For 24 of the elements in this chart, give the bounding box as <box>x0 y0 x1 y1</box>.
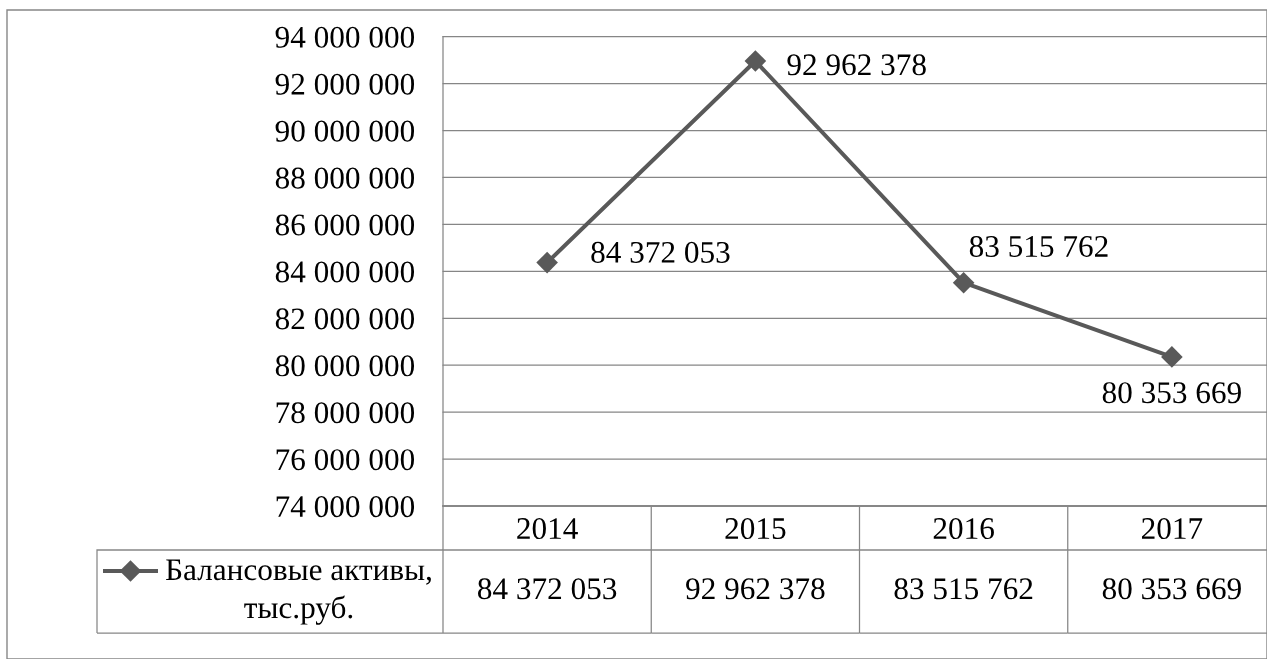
text: 92 962 378 <box>787 54 926 76</box>
y-tick-label: 80 000 000 <box>275 355 415 377</box>
data-label: 92 962 378 <box>686 578 825 600</box>
x-tick-label: 2017 <box>1142 518 1203 540</box>
legend-label: Балансовые активы, тыс.руб. <box>166 559 431 625</box>
y-tick-label: 84 000 000 <box>275 261 415 283</box>
y-tick-label: 82 000 000 <box>275 308 415 330</box>
data-label: 84 372 053 <box>478 578 617 600</box>
y-tick-label: 88 000 000 <box>275 167 415 189</box>
y-tick-label: 86 000 000 <box>275 214 415 236</box>
text: 83 515 762 <box>969 235 1108 258</box>
y-tick-label: 94 000 000 <box>275 26 415 48</box>
y-tick-label: 76 000 000 <box>276 449 415 471</box>
text: 80 353 669 <box>1102 382 1241 404</box>
text: 84 372 053 <box>591 241 730 263</box>
x-tick-label: 2016 <box>933 518 994 540</box>
y-tick-label: 74 000 000 <box>276 496 415 518</box>
y-tick-label: 92 000 000 <box>275 73 415 95</box>
y-tick-label: 78 000 000 <box>276 402 415 424</box>
data-label: 83 515 762 <box>894 578 1033 600</box>
data-label: 80 353 669 <box>1102 578 1241 600</box>
x-tick-label: 2015 <box>725 518 786 540</box>
y-tick-label: 90 000 000 <box>275 120 415 142</box>
x-tick-label: 2014 <box>517 518 578 540</box>
